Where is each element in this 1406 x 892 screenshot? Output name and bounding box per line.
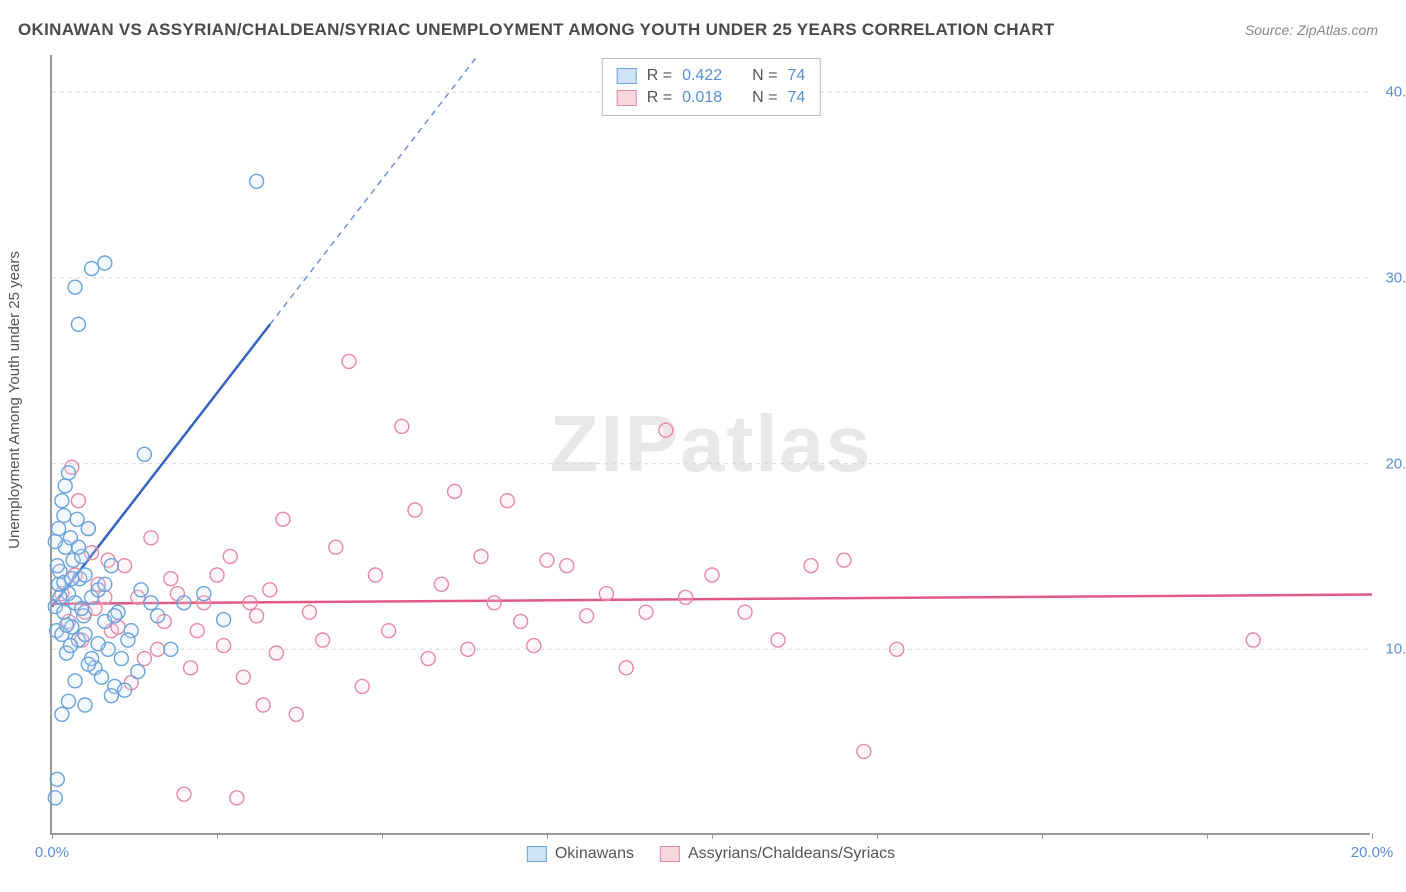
x-tick-label: 20.0% [1351,844,1394,861]
legend-swatch [617,68,637,84]
x-tick [1372,833,1373,839]
series-legend: Okinawans Assyrians/Chaldeans/Syriacs [527,845,895,863]
n-value: 74 [787,67,805,85]
stats-legend-row: R = 0.422 N = 74 [617,65,806,87]
x-tick-label: 0.0% [35,844,69,861]
y-tick-label: 20.0% [1385,455,1406,472]
x-tick [547,833,548,839]
plot-svg [52,55,1370,833]
legend-swatch [527,846,547,862]
x-tick [382,833,383,839]
stats-legend-row: R = 0.018 N = 74 [617,87,806,109]
y-tick-label: 30.0% [1385,269,1406,286]
series-legend-label: Assyrians/Chaldeans/Syriacs [688,845,895,863]
series-legend-item: Assyrians/Chaldeans/Syriacs [660,845,895,863]
x-tick [712,833,713,839]
x-tick [877,833,878,839]
n-label: N = [752,67,777,85]
r-label: R = [647,89,672,107]
y-axis-label: Unemployment Among Youth under 25 years [6,251,23,549]
legend-swatch [617,90,637,106]
legend-swatch [660,846,680,862]
stats-legend: R = 0.422 N = 74 R = 0.018 N = 74 [602,58,821,116]
n-value: 74 [787,89,805,107]
source-label: Source: ZipAtlas.com [1245,22,1378,38]
x-tick [217,833,218,839]
r-label: R = [647,67,672,85]
plot-area: ZIPatlas R = 0.422 N = 74 R = 0.018 N = … [50,55,1370,835]
x-tick [52,833,53,839]
y-tick-label: 40.0% [1385,84,1406,101]
x-tick [1042,833,1043,839]
y-tick-label: 10.0% [1385,641,1406,658]
series-legend-label: Okinawans [555,845,634,863]
r-value: 0.018 [682,89,722,107]
r-value: 0.422 [682,67,722,85]
chart-title: OKINAWAN VS ASSYRIAN/CHALDEAN/SYRIAC UNE… [18,20,1055,40]
x-tick [1207,833,1208,839]
series-legend-item: Okinawans [527,845,634,863]
n-label: N = [752,89,777,107]
